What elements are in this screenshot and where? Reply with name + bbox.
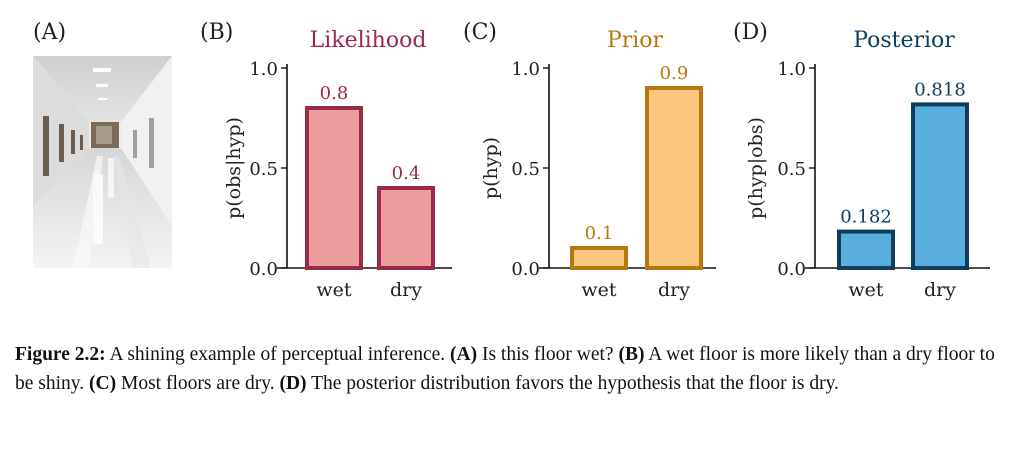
posterior-x-tick-label: wet	[848, 279, 884, 301]
prior-y-tick-label: 1.0	[511, 59, 540, 80]
likelihood-y-tick-label: 0.5	[249, 159, 278, 180]
caption-a-label: (A)	[450, 344, 478, 365]
likelihood-bar-wet	[305, 106, 363, 270]
prior-value-label: 0.1	[585, 223, 614, 244]
prior-y-tick-label: 0.0	[511, 259, 540, 280]
prior-x-tick-label: dry	[658, 279, 690, 301]
panel-a-letter: (A)	[33, 20, 67, 45]
prior-x-tick-label: wet	[581, 279, 617, 301]
caption-intro: A shining example of perceptual inferenc…	[105, 344, 451, 365]
posterior-x-tick-label: dry	[924, 279, 956, 301]
likelihood-value-label: 0.4	[392, 163, 421, 184]
likelihood-x-tick-label: wet	[316, 279, 352, 301]
posterior-value-label: 0.182	[840, 207, 892, 228]
figure-label: Figure 2.2:	[15, 344, 106, 365]
panel-b-letter: (B)	[200, 20, 234, 45]
caption-b-label: (B)	[618, 344, 645, 365]
posterior-y-tick-label: 0.0	[777, 259, 806, 280]
figure-caption: Figure 2.2: A shining example of percept…	[15, 340, 1010, 398]
caption-c-text: Most floors are dry.	[116, 373, 280, 394]
posterior-y-axis-label: p(hyp|obs)	[745, 117, 767, 219]
likelihood-y-axis-label: p(obs|hyp)	[223, 117, 245, 219]
prior-chart: Prior 0.0 0.5 1.0 p(hyp) 0.1 wet 0.9 dry	[480, 28, 716, 301]
prior-y-tick-label: 0.5	[511, 159, 540, 180]
prior-title: Prior	[607, 28, 664, 53]
posterior-title: Posterior	[853, 28, 955, 53]
posterior-bar-wet	[837, 229, 895, 271]
likelihood-bar-dry	[377, 186, 435, 270]
caption-b-text: A wet floor is more likely than a dry fl…	[15, 344, 995, 394]
posterior-chart: Posterior 0.0 0.5 1.0 p(hyp|obs) 0.182 wet 0.81…	[745, 28, 990, 301]
likelihood-title: Likelihood	[310, 28, 427, 53]
prior-value-label: 0.9	[660, 63, 689, 84]
hallway-floor-photo	[33, 56, 172, 268]
posterior-value-label: 0.818	[914, 79, 966, 100]
figure-panels: (A) (B) (C) (D)	[33, 20, 990, 301]
likelihood-value-label: 0.8	[320, 83, 349, 104]
prior-bar-wet	[570, 246, 628, 270]
likelihood-y-tick-label: 0.0	[249, 259, 278, 280]
posterior-y-tick-label: 1.0	[777, 59, 806, 80]
prior-bar-dry	[645, 86, 703, 270]
posterior-y-tick-label: 0.5	[777, 159, 806, 180]
prior-y-axis-label: p(hyp)	[480, 137, 502, 199]
caption-d-text: The posterior distribution favors the hy…	[306, 373, 839, 394]
panel-c-letter: (C)	[463, 20, 497, 45]
likelihood-x-tick-label: dry	[390, 279, 422, 301]
caption-c-label: (C)	[89, 373, 117, 394]
caption-a-text: Is this floor wet?	[477, 344, 619, 365]
panel-d-letter: (D)	[733, 20, 768, 45]
posterior-bar-dry	[911, 102, 969, 271]
likelihood-chart: Likelihood 0.0 0.5 1.0 p(obs|hyp) 0.8 wet 0.4 dr…	[223, 28, 452, 301]
caption-d-label: (D)	[279, 373, 307, 394]
likelihood-y-tick-label: 1.0	[249, 59, 278, 80]
